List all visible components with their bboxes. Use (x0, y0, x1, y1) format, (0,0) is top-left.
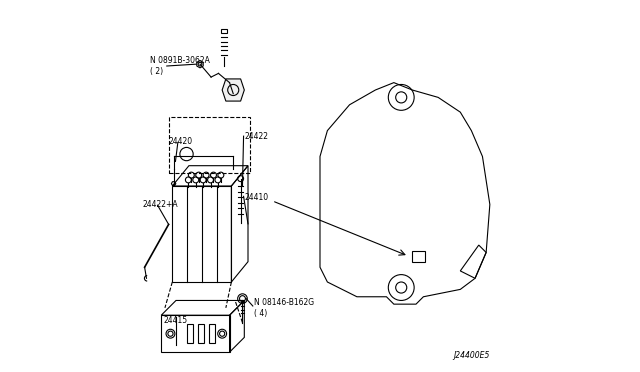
Polygon shape (222, 79, 244, 101)
Text: 24410: 24410 (244, 193, 268, 202)
Text: ( 4): ( 4) (253, 309, 267, 318)
Bar (209, 324, 215, 343)
Text: 24415: 24415 (163, 316, 188, 325)
Text: N 08146-B162G: N 08146-B162G (253, 298, 314, 307)
Text: 24420: 24420 (168, 137, 193, 146)
Text: N 0891B-3062A: N 0891B-3062A (150, 56, 210, 65)
Bar (412, 251, 425, 262)
Bar (168, 117, 250, 173)
Bar (221, 29, 227, 33)
Text: ( 2): ( 2) (150, 67, 163, 76)
Text: 24422+A: 24422+A (143, 200, 179, 209)
Text: 24422: 24422 (244, 132, 268, 141)
Bar (198, 324, 204, 343)
Text: J24400E5: J24400E5 (454, 351, 490, 360)
Bar (187, 324, 193, 343)
